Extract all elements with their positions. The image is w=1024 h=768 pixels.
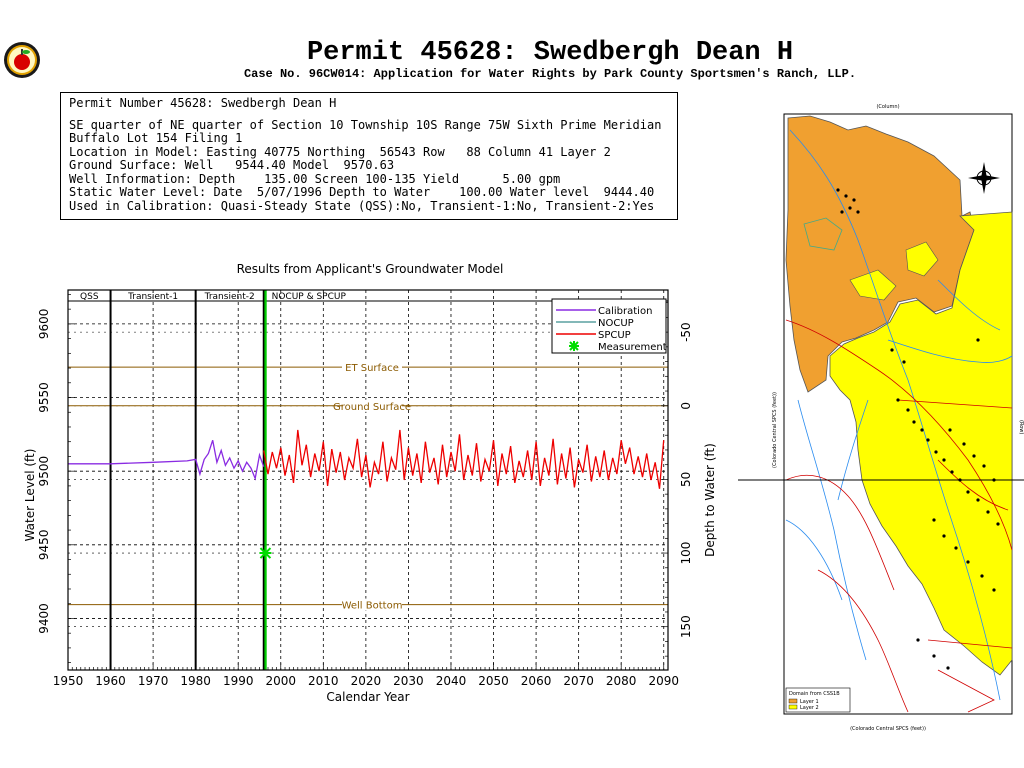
y-tick-label: 9400 [37, 603, 51, 634]
x-tick-label: 1960 [95, 674, 126, 688]
x-tick-label: 2050 [478, 674, 509, 688]
x-tick-label: 2070 [563, 674, 594, 688]
map-well-markers [836, 188, 1000, 670]
x-tick-label: 2080 [606, 674, 637, 688]
period-label: QSS [80, 292, 99, 302]
period-label: NOCUP & SPCUP [272, 292, 347, 302]
page-title: Permit 45628: Swedbergh Dean H [306, 38, 794, 68]
map-legend-item: Layer 1 [800, 699, 819, 705]
legend-box [551, 298, 667, 354]
reference-label-bg [342, 399, 402, 412]
reference-line-label: ET Surface [345, 363, 399, 374]
legend-label: NOCUP [598, 318, 634, 329]
x-tick-label: 1970 [138, 674, 169, 688]
x-tick-label: 2030 [393, 674, 424, 688]
y-right-tick-label: 50 [679, 472, 693, 487]
map-layer2-region [803, 211, 1013, 676]
apple-logo-icon [4, 42, 40, 78]
period-label: Transient-1 [127, 292, 178, 302]
y-right-tick-label: -50 [679, 322, 693, 342]
reference-label-bg [342, 598, 402, 611]
permit-info-line: Buffalo Lot 154 Filing 1 [69, 131, 243, 145]
map-streams [785, 129, 1013, 701]
y-tick-label: 9600 [37, 309, 51, 340]
legend-marker [569, 341, 579, 351]
map-legend-item: Layer 2 [800, 705, 819, 711]
period-label: Transient-2 [204, 292, 255, 302]
legend-label: SPCUP [598, 330, 631, 341]
compass-rose-icon [968, 162, 1000, 194]
series-line-spcup [263, 429, 665, 489]
x-tick-label: 2000 [265, 674, 296, 688]
chart-title: Results from Applicant's Groundwater Mod… [237, 262, 504, 276]
permit-info-line: SE quarter of NE quarter of Section 10 T… [69, 117, 662, 132]
y-tick-label: 9500 [37, 456, 51, 487]
reference-line-label: Ground Surface [333, 402, 411, 413]
x-tick-label: 2040 [436, 674, 467, 688]
y-right-tick-label: 100 [679, 542, 693, 565]
map-bottom-axis-label: (Colorado Central SPCS (feet)) [850, 726, 926, 732]
x-tick-label: 1990 [223, 674, 254, 688]
x-tick-label: 2010 [308, 674, 339, 688]
permit-info-line: Location in Model: Easting 40775 Northin… [69, 144, 611, 159]
x-tick-label: 1950 [53, 674, 84, 688]
y-tick-label: 9550 [37, 382, 51, 413]
permit-info-line: Static Water Level: Date 5/07/1996 Depth… [69, 185, 655, 199]
reference-label-bg [342, 361, 402, 374]
permit-info-line: Well Information: Depth 135.00 Screen 10… [69, 171, 561, 186]
model-domain-map: Domain from CSS1B Layer 1 Layer 2 (Colum… [738, 100, 1024, 740]
x-tick-label: 2020 [351, 674, 382, 688]
x-axis-label: Calendar Year [326, 690, 409, 704]
series-line-calibration [68, 440, 265, 481]
permit-info-heading: Permit Number 45628: Swedbergh Dean H [69, 96, 337, 110]
map-legend: Domain from CSS1B Layer 1 Layer 2 [785, 687, 851, 713]
y-right-tick-label: 0 [679, 402, 693, 410]
page-subtitle: Case No. 96CW014: Application for Water … [243, 67, 857, 81]
groundwater-chart: Results from Applicant's Groundwater Mod… [23, 262, 717, 704]
permit-info-line: Ground Surface: Well 9544.40 Model 9570.… [69, 158, 395, 172]
permit-info-box: Permit Number 45628: Swedbergh Dean H SE… [60, 92, 678, 220]
permit-info-line: Used in Calibration: Quasi-Steady State … [69, 198, 655, 213]
x-tick-label: 1980 [180, 674, 211, 688]
measurement-point [259, 547, 272, 560]
x-tick-label: 2060 [521, 674, 552, 688]
legend-label: Measurement [598, 342, 667, 353]
y-right-tick-label: 150 [679, 615, 693, 638]
map-right-scale-label: (Row) [1018, 420, 1024, 434]
map-roads [785, 319, 1013, 713]
y-tick-label: 9450 [37, 530, 51, 561]
reference-line-label: Well Bottom [342, 601, 403, 612]
y-right-axis-label: Depth to Water (ft) [703, 443, 717, 557]
y-axis-label: Water Level (ft) [23, 449, 37, 542]
legend-label: Calibration [598, 306, 652, 317]
plot-frame [67, 289, 669, 671]
map-top-scale-label: (Column) [876, 104, 899, 110]
map-legend-title: Domain from CSS1B [789, 691, 840, 697]
x-tick-label: 2090 [648, 674, 679, 688]
map-left-axis-label: (Colorado Central SPCS (feet)) [772, 392, 778, 468]
